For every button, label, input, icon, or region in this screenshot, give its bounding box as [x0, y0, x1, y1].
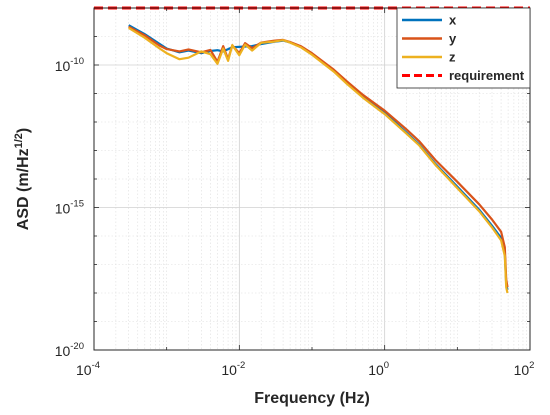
x-tick-label-exponent: -4 [92, 360, 100, 371]
y-axis-label-exponent: 1/2 [13, 133, 25, 148]
y-axis-label-base: ASD (m/Hz [15, 148, 32, 230]
y-tick-label-exponent: -10 [70, 56, 84, 67]
legend-label-z: z [449, 50, 456, 65]
x-tick-label: 10-4 [76, 360, 100, 378]
y-tick-label-base: 10 [55, 58, 71, 74]
legend: xyz requirement [396, 7, 531, 89]
y-tick-label-exponent: -15 [70, 199, 84, 210]
y-axis-label-close: ) [15, 128, 32, 133]
y-tick-label-base: 10 [55, 343, 71, 359]
legend-label-y: y [449, 31, 457, 46]
x-tick-label: 102 [514, 360, 535, 378]
y-axis-label: ASD (m/Hz1/2) [13, 128, 32, 230]
legend-label-x: x [449, 13, 457, 28]
y-tick-label: 10-10 [55, 56, 84, 74]
x-tick-label: 100 [368, 360, 389, 378]
y-tick-label: 10-20 [55, 341, 84, 359]
series-layer [128, 24, 509, 294]
x-tick-label-exponent: 0 [384, 360, 389, 371]
x-tick-label-exponent: 2 [529, 360, 534, 371]
y-tick-label-exponent: -20 [70, 341, 84, 352]
x-tick-label-base: 10 [76, 362, 92, 378]
x-tick-label-base: 10 [368, 362, 384, 378]
x-tick-label: 10-2 [221, 360, 245, 378]
y-tick-label-base: 10 [55, 201, 71, 217]
x-axis-label: Frequency (Hz) [254, 390, 370, 407]
x-tick-label-exponent: -2 [237, 360, 245, 371]
x-tick-label-base: 10 [514, 362, 530, 378]
series-line-z [128, 26, 509, 294]
y-tick-label: 10-15 [55, 199, 84, 217]
legend-label-requirement: requirement [449, 68, 525, 83]
x-tick-label-base: 10 [221, 362, 237, 378]
x-tick-labels: 10-4 10-2 100 102 [76, 360, 534, 378]
